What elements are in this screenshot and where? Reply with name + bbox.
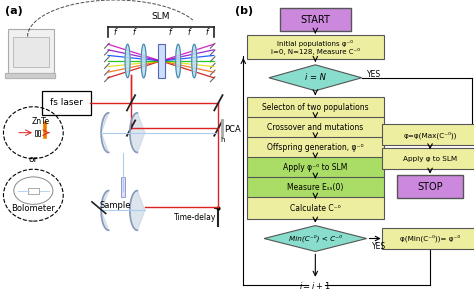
Text: YES: YES: [366, 70, 381, 79]
Text: or: or: [29, 155, 38, 164]
Polygon shape: [5, 73, 55, 78]
Text: (b): (b): [235, 6, 253, 16]
Text: PCA: PCA: [224, 125, 241, 134]
Text: Apply φ⁻⁰ to SLM: Apply φ⁻⁰ to SLM: [283, 163, 347, 172]
FancyBboxPatch shape: [247, 177, 383, 199]
Polygon shape: [101, 191, 109, 230]
Text: f: f: [206, 27, 208, 37]
FancyBboxPatch shape: [121, 177, 125, 197]
Text: h: h: [220, 137, 225, 143]
FancyBboxPatch shape: [280, 8, 351, 31]
Text: $i = i + 1$: $i = i + 1$: [300, 280, 331, 291]
Text: Calculate C⁻⁰: Calculate C⁻⁰: [290, 203, 341, 213]
Text: i = N: i = N: [305, 73, 326, 82]
FancyBboxPatch shape: [35, 130, 37, 136]
FancyBboxPatch shape: [8, 29, 54, 75]
FancyBboxPatch shape: [43, 121, 46, 138]
Polygon shape: [269, 65, 362, 91]
Polygon shape: [264, 226, 366, 251]
Text: Min(C⁻⁰) < C⁻⁰: Min(C⁻⁰) < C⁻⁰: [289, 235, 342, 242]
FancyBboxPatch shape: [158, 44, 165, 78]
Text: (a): (a): [5, 6, 22, 16]
FancyBboxPatch shape: [383, 124, 474, 145]
Polygon shape: [130, 113, 145, 152]
Text: f: f: [169, 27, 172, 37]
FancyBboxPatch shape: [27, 188, 39, 194]
FancyBboxPatch shape: [247, 97, 383, 118]
Ellipse shape: [191, 44, 197, 78]
Text: ZnTe: ZnTe: [31, 117, 49, 126]
Text: YES: YES: [372, 242, 385, 251]
Text: Bolometer: Bolometer: [11, 204, 55, 214]
Text: Offspring generation, φ⁻⁰: Offspring generation, φ⁻⁰: [267, 143, 364, 152]
Polygon shape: [130, 191, 145, 230]
FancyBboxPatch shape: [397, 175, 463, 198]
Text: Selecton of two populations: Selecton of two populations: [262, 103, 369, 112]
Text: f: f: [187, 27, 190, 37]
FancyBboxPatch shape: [38, 130, 40, 136]
FancyBboxPatch shape: [247, 137, 383, 158]
Text: Measure Eₛₛ(0): Measure Eₛₛ(0): [287, 183, 344, 192]
Text: Time-delay: Time-delay: [174, 213, 217, 222]
FancyBboxPatch shape: [247, 35, 383, 59]
Text: Initial populations φ⁻⁰
i=0, N=128, Measure C⁻⁰: Initial populations φ⁻⁰ i=0, N=128, Meas…: [271, 40, 360, 55]
FancyBboxPatch shape: [383, 148, 474, 169]
Text: φ=φ(Max(C⁻⁰)): φ=φ(Max(C⁻⁰)): [403, 131, 457, 138]
FancyBboxPatch shape: [247, 197, 383, 219]
Text: Apply φ to SLM: Apply φ to SLM: [403, 156, 457, 162]
Text: SLM: SLM: [152, 12, 170, 21]
Text: fs laser: fs laser: [50, 98, 83, 107]
Text: Sample: Sample: [99, 201, 131, 210]
Text: STOP: STOP: [417, 182, 443, 192]
FancyBboxPatch shape: [383, 228, 474, 249]
Ellipse shape: [141, 44, 146, 78]
Ellipse shape: [176, 44, 181, 78]
Ellipse shape: [125, 44, 130, 78]
Text: START: START: [301, 15, 330, 25]
Text: f: f: [114, 27, 116, 37]
FancyBboxPatch shape: [42, 91, 91, 115]
Polygon shape: [101, 113, 109, 152]
FancyBboxPatch shape: [13, 37, 49, 67]
FancyBboxPatch shape: [247, 117, 383, 138]
Text: Crossover and mutations: Crossover and mutations: [267, 123, 364, 132]
FancyBboxPatch shape: [247, 157, 383, 178]
Text: φ(Min(C⁻⁰))= φ⁻⁰: φ(Min(C⁻⁰))= φ⁻⁰: [400, 235, 460, 242]
Text: f: f: [132, 27, 135, 37]
